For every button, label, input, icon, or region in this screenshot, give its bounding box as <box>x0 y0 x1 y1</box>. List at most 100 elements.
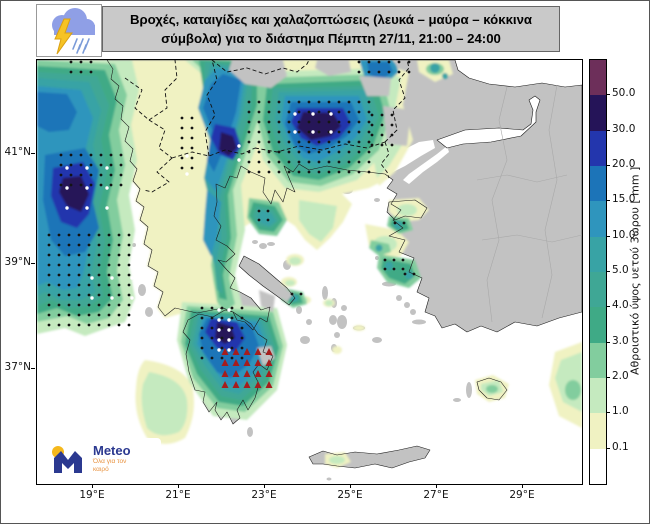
colorbar-tick-label: 10.0 <box>612 228 636 241</box>
thunderstorm-symbol <box>127 283 131 287</box>
thunderstorm-symbol <box>247 170 251 174</box>
thunderstorm-symbol <box>230 356 234 360</box>
colorbar-tick-mark <box>606 235 610 237</box>
thunderstorm-symbol <box>117 313 121 317</box>
x-tick-mark <box>436 484 437 488</box>
thunderstorm-symbol <box>257 110 261 114</box>
thunderstorm-symbol <box>190 136 194 140</box>
hail-symbol <box>232 381 240 388</box>
thunderstorm-symbol <box>57 273 61 277</box>
thunderstorm-symbol <box>247 140 251 144</box>
thunderstorm-symbol <box>370 133 374 137</box>
thunderstorm-symbol <box>127 263 131 267</box>
thunderstorm-symbol <box>297 130 301 134</box>
thunderstorm-symbol <box>107 313 111 317</box>
thunderstorm-symbol <box>59 173 63 177</box>
thunderstorm-symbol <box>87 233 91 237</box>
thunderstorm-symbol <box>287 170 291 174</box>
meteo-logo: Meteo Όλα για τον καιρό <box>43 438 161 480</box>
thunderstorm-symbol <box>127 233 131 237</box>
thunderstorm-symbol <box>307 110 311 114</box>
thunderstorm-symbol <box>357 110 361 114</box>
thunderstorm-symbol <box>200 356 204 360</box>
thunderstorm-symbol <box>59 153 63 157</box>
rain-symbol <box>311 112 315 116</box>
thunderstorm-symbol <box>307 140 311 144</box>
thunderstorm-symbol <box>69 183 73 187</box>
thunderstorm-symbol <box>380 133 384 137</box>
hail-symbol <box>254 359 262 366</box>
logo-tagline-text: Όλα για τον καιρό <box>93 457 127 473</box>
thunderstorm-symbol <box>277 170 281 174</box>
rain-symbol <box>237 158 241 162</box>
colorbar-tick-label: 3.0 <box>612 334 629 347</box>
hail-symbol <box>232 370 240 377</box>
thunderstorm-symbol <box>67 243 71 247</box>
thunderstorm-symbol <box>297 140 301 144</box>
thunderstorm-symbol <box>210 356 214 360</box>
thunderstorm-symbol <box>317 100 321 104</box>
thunderstorm-symbol <box>317 140 321 144</box>
rain-symbol <box>329 130 333 134</box>
thunderstorm-symbol <box>87 253 91 257</box>
colorbar-tick-mark <box>606 306 610 308</box>
rain-symbol <box>110 276 114 280</box>
thunderstorm-symbol <box>247 120 251 124</box>
hail-symbol <box>265 348 273 355</box>
thunderstorm-symbol <box>107 293 111 297</box>
thunderstorm-symbol <box>127 243 131 247</box>
thunderstorm-symbol <box>290 292 294 296</box>
thunderstorm-symbol <box>397 60 401 64</box>
thunderstorm-symbol <box>307 150 311 154</box>
thunderstorm-symbol <box>327 110 331 114</box>
thunderstorm-symbol <box>287 160 291 164</box>
thunderstorm-symbol <box>97 253 101 257</box>
colorbar-tick-label: 2.0 <box>612 370 629 382</box>
map-title-line2: σύμβολα) για το διάστημα Πέμπτη 27/11, 2… <box>161 31 501 46</box>
thunderstorm-symbol <box>392 267 396 271</box>
thunderstorm-symbol <box>287 130 291 134</box>
thunderstorm-symbol <box>337 160 341 164</box>
thunderstorm-symbol <box>59 163 63 167</box>
thunderstorm-icon-box <box>36 4 102 57</box>
greece-precipitation-map <box>37 60 582 484</box>
thunderstorm-symbol <box>390 113 394 117</box>
x-tick-label: 27°E <box>423 489 449 501</box>
thunderstorm-symbol <box>337 120 341 124</box>
thunderstorm-symbol <box>257 160 261 164</box>
hail-symbol <box>243 359 251 366</box>
thunderstorm-symbol <box>403 272 407 276</box>
thunderstorm-symbol <box>79 173 83 177</box>
thunderstorm-symbol <box>327 150 331 154</box>
thunderstorm-symbol <box>277 140 281 144</box>
thunderstorm-symbol <box>220 326 224 330</box>
hail-symbol <box>254 381 262 388</box>
thunderstorm-symbol <box>357 120 361 124</box>
colorbar-tick-mark <box>606 412 610 414</box>
thunderstorm-symbol <box>337 110 341 114</box>
thunderstorm-symbol <box>89 163 93 167</box>
thunderstorm-symbol <box>367 140 371 144</box>
thunderstorm-symbol <box>240 306 244 310</box>
x-tick-label: 21°E <box>165 489 191 501</box>
thunderstorm-symbol <box>307 170 311 174</box>
thunderstorm-symbol <box>79 183 83 187</box>
thunderstorm-symbol <box>367 110 371 114</box>
thunderstorm-symbol <box>97 303 101 307</box>
thunderstorm-symbol <box>266 209 270 213</box>
thunderstorm-symbol <box>267 160 271 164</box>
thunderstorm-symbol <box>230 326 234 330</box>
thunderstorm-symbol <box>190 126 194 130</box>
colorbar-tick-mark <box>606 377 610 378</box>
hail-symbol <box>232 348 240 355</box>
thunderstorm-symbol <box>392 258 396 262</box>
thunderstorm-symbol <box>109 153 113 157</box>
thunderstorm-symbol <box>127 323 131 327</box>
thunderstorm-symbol <box>119 163 123 167</box>
rain-symbol <box>227 328 231 332</box>
hail-symbol <box>254 370 262 377</box>
thunderstorm-symbol <box>47 283 51 287</box>
thunderstorm-symbol <box>347 160 351 164</box>
thunderstorm-symbol <box>117 273 121 277</box>
admin-borders <box>476 84 582 323</box>
